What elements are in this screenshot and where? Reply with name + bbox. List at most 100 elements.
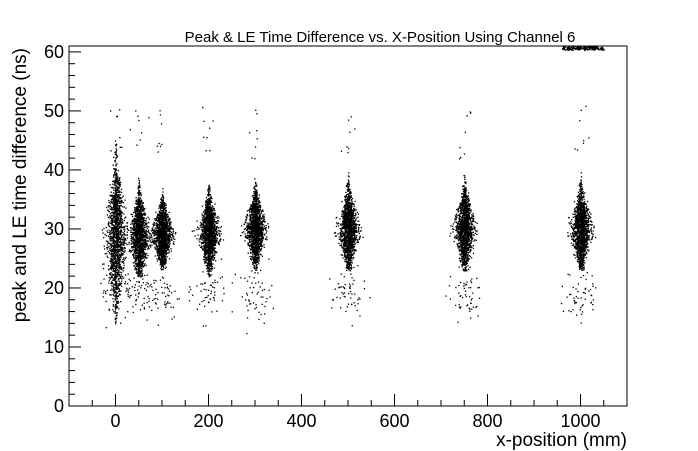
data-point xyxy=(115,274,117,277)
data-point xyxy=(151,244,153,246)
data-point xyxy=(121,234,123,236)
data-point xyxy=(127,311,129,313)
data-point xyxy=(136,266,139,268)
data-point xyxy=(133,250,135,252)
data-point xyxy=(136,216,138,218)
data-point xyxy=(133,249,136,251)
data-point xyxy=(161,229,163,231)
data-point xyxy=(138,215,140,217)
data-point xyxy=(144,214,146,216)
data-point xyxy=(107,242,109,244)
data-point xyxy=(215,228,218,230)
data-point xyxy=(114,168,116,171)
data-point xyxy=(136,258,138,260)
data-point xyxy=(116,232,119,235)
data-point xyxy=(114,270,116,272)
data-point xyxy=(167,301,169,303)
data-point xyxy=(161,250,163,252)
data-point xyxy=(110,243,112,246)
data-point xyxy=(135,303,137,306)
data-point xyxy=(123,237,126,239)
data-point xyxy=(116,195,118,197)
data-point xyxy=(143,264,146,266)
data-point xyxy=(146,237,149,239)
data-point xyxy=(116,200,118,202)
data-point xyxy=(114,276,116,278)
data-point xyxy=(140,221,143,223)
data-point xyxy=(110,236,113,238)
data-point xyxy=(201,226,203,228)
data-point xyxy=(158,232,160,234)
data-point xyxy=(145,245,148,247)
data-point xyxy=(121,268,123,271)
data-point xyxy=(205,264,207,267)
data-point xyxy=(123,250,125,253)
data-point xyxy=(114,195,117,197)
data-point xyxy=(159,227,161,229)
data-point xyxy=(138,229,140,231)
data-point xyxy=(202,229,204,231)
data-point xyxy=(123,240,126,242)
data-point xyxy=(110,283,112,285)
data-point xyxy=(178,298,180,300)
data-point xyxy=(116,228,118,230)
data-point xyxy=(120,253,122,256)
data-point xyxy=(136,270,138,272)
data-point xyxy=(157,228,159,230)
data-point xyxy=(165,241,167,243)
data-point xyxy=(113,196,115,198)
data-point xyxy=(110,267,112,269)
data-point xyxy=(137,115,139,117)
data-point xyxy=(114,172,116,174)
data-point xyxy=(112,289,114,291)
data-point xyxy=(164,301,166,303)
data-point xyxy=(134,238,136,240)
data-point xyxy=(162,268,164,271)
data-point xyxy=(114,173,116,175)
data-point xyxy=(140,253,142,255)
data-point xyxy=(116,188,119,190)
data-point xyxy=(134,215,136,217)
data-point xyxy=(163,303,166,305)
data-point xyxy=(155,236,158,238)
data-point xyxy=(213,259,215,261)
data-point xyxy=(140,276,142,278)
data-point xyxy=(147,226,150,228)
data-point xyxy=(115,229,117,231)
data-point xyxy=(154,238,156,240)
data-point xyxy=(137,274,139,277)
data-point xyxy=(114,251,116,253)
data-point xyxy=(119,231,121,233)
data-point xyxy=(113,288,115,290)
data-point xyxy=(208,273,210,275)
data-point xyxy=(164,207,166,209)
data-point xyxy=(117,193,119,196)
data-point xyxy=(106,255,108,257)
data-point xyxy=(115,205,117,208)
data-point xyxy=(205,201,207,203)
data-point xyxy=(211,269,213,271)
data-point xyxy=(112,254,115,256)
data-point xyxy=(109,240,112,242)
data-point xyxy=(165,250,167,252)
data-point xyxy=(110,233,112,235)
data-point xyxy=(125,216,127,218)
data-point xyxy=(116,269,118,271)
data-point xyxy=(154,231,157,233)
data-point xyxy=(107,210,110,212)
data-point xyxy=(119,276,121,278)
data-point xyxy=(166,240,168,242)
data-point xyxy=(167,238,169,240)
data-point xyxy=(118,201,121,203)
data-point xyxy=(110,222,113,224)
data-point xyxy=(121,201,123,203)
data-point xyxy=(166,222,168,224)
data-point xyxy=(133,257,135,259)
data-point xyxy=(142,216,144,219)
data-point xyxy=(156,240,158,242)
data-point xyxy=(137,268,140,270)
data-point xyxy=(116,185,118,187)
data-point xyxy=(161,220,163,222)
data-point xyxy=(115,193,117,195)
data-point xyxy=(164,234,166,236)
